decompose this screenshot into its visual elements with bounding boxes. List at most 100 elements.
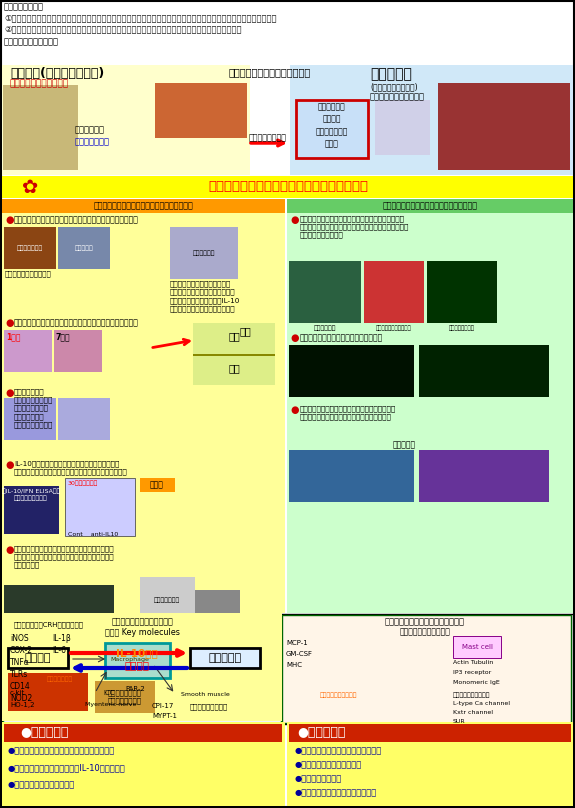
Text: ✿: ✿ (22, 178, 38, 196)
FancyBboxPatch shape (4, 724, 282, 742)
FancyBboxPatch shape (170, 227, 238, 279)
Text: c-kit: c-kit (10, 690, 25, 696)
Text: IL-6: IL-6 (52, 646, 66, 655)
Text: ●: ● (5, 545, 13, 555)
FancyBboxPatch shape (2, 176, 573, 198)
FancyBboxPatch shape (438, 83, 570, 170)
Text: Mast cell: Mast cell (462, 644, 493, 650)
FancyBboxPatch shape (65, 478, 135, 536)
FancyBboxPatch shape (289, 261, 361, 323)
FancyBboxPatch shape (58, 227, 110, 269)
Text: 腸のループ病変: 腸のループ病変 (17, 245, 43, 250)
Text: PAR-2: PAR-2 (125, 686, 145, 692)
Text: （菌侵入）: （菌侵入） (75, 245, 93, 250)
Text: MHC: MHC (286, 662, 302, 668)
Text: HO-1,2: HO-1,2 (10, 702, 34, 708)
FancyBboxPatch shape (289, 724, 571, 742)
Text: 粘膜に菌が侵入した腸壁: 粘膜に菌が侵入した腸壁 (5, 270, 52, 276)
FancyBboxPatch shape (190, 648, 260, 668)
Text: 臨床的共通点
慢性下痢
渇せ・体重減少
難治性: 臨床的共通点 慢性下痢 渇せ・体重減少 難治性 (316, 102, 348, 149)
FancyBboxPatch shape (289, 450, 414, 502)
Text: COX-2: COX-2 (10, 646, 33, 655)
Text: 筋層間神経叢: 筋層間神経叢 (314, 325, 336, 330)
Text: ●: ● (290, 405, 298, 415)
Text: ●消化管科学のレベルアップ: ●消化管科学のレベルアップ (295, 760, 362, 769)
Text: 筋層炎症において平滑筋に収縮基礎レベルで変化
が生じ、腸の運動機能を阻害することを解明！: 筋層炎症において平滑筋に収縮基礎レベルで変化 が生じ、腸の運動機能を阻害すること… (300, 405, 396, 420)
FancyBboxPatch shape (2, 199, 285, 213)
Text: ICC: ICC (104, 690, 115, 696)
Text: 陽性！: 陽性！ (150, 481, 164, 490)
Text: ●: ● (290, 215, 298, 225)
Text: 粘膜感染時に菌はどう侵入し、そこで何が起こるのかを解明: 粘膜感染時に菌はどう侵入し、そこで何が起こるのかを解明 (14, 215, 139, 224)
Text: ●ヨーネ病に対する新たな高感度診断法の発明: ●ヨーネ病に対する新たな高感度診断法の発明 (8, 746, 115, 755)
Text: （組織染色）: （組織染色） (193, 250, 215, 256)
FancyBboxPatch shape (282, 615, 571, 723)
Text: CD14: CD14 (10, 682, 30, 691)
Text: ●: ● (5, 460, 13, 470)
FancyBboxPatch shape (375, 100, 430, 155)
Text: Cont    anti-IL10: Cont anti-IL10 (68, 532, 118, 537)
Text: IP3 receptor: IP3 receptor (453, 670, 491, 675)
FancyBboxPatch shape (140, 577, 195, 622)
Text: 7日目: 7日目 (56, 332, 71, 341)
Text: 筋層常在マクロファージ: 筋層常在マクロファージ (376, 325, 412, 330)
Text: 収縮タンパク質の異常: 収縮タンパク質の異常 (319, 692, 356, 697)
Text: カハール介在細胞: カハール介在細胞 (449, 325, 475, 330)
Text: 腸の筋層に分布する常在型マクロファージ、その近傍
に位置するカハール介在細胞などの未解明細胞群の炎症
における機能を解明。: 腸の筋層に分布する常在型マクロファージ、その近傍 に位置するカハール介在細胞など… (300, 215, 409, 238)
Text: 創薬につながる基礎知見: 創薬につながる基礎知見 (400, 627, 450, 636)
FancyBboxPatch shape (290, 65, 573, 175)
Text: ウロコルチンとCRHの遺伝子検出: ウロコルチンとCRHの遺伝子検出 (14, 621, 84, 628)
FancyBboxPatch shape (453, 636, 501, 658)
Text: 遺伝子定量装置: 遺伝子定量装置 (154, 597, 180, 603)
FancyBboxPatch shape (140, 478, 175, 492)
FancyBboxPatch shape (2, 722, 285, 806)
FancyBboxPatch shape (105, 643, 170, 678)
Text: 正常な筋層: 正常な筋層 (392, 440, 416, 449)
Text: Smooth muscle: Smooth muscle (181, 692, 229, 696)
FancyBboxPatch shape (108, 642, 153, 677)
FancyBboxPatch shape (195, 590, 240, 620)
Text: 正反対！: 正反対！ (125, 660, 150, 670)
Text: 神経ペプチドウロコルチンの免疫抑制現象への関与
を明らかにし、ヨーネ病の新型の診断技術を開発！
（国際特許）: 神経ペプチドウロコルチンの免疫抑制現象への関与 を明らかにし、ヨーネ病の新型の診… (14, 545, 114, 568)
Text: 両疾患の関連性解明と疑わしい伝染病の征圧: 両疾患の関連性解明と疑わしい伝染病の征圧 (208, 180, 368, 193)
Text: ●畜産物の安全性評価の向上: ●畜産物の安全性評価の向上 (8, 780, 75, 789)
FancyBboxPatch shape (4, 227, 56, 269)
Text: TNFα: TNFα (10, 658, 30, 667)
FancyBboxPatch shape (250, 65, 290, 175)
FancyBboxPatch shape (4, 330, 52, 372)
FancyBboxPatch shape (4, 585, 114, 623)
Text: 粘膜: 粘膜 (228, 331, 240, 341)
Text: イオンチャネルの異常: イオンチャネルの異常 (453, 692, 490, 697)
FancyBboxPatch shape (3, 85, 78, 170)
Text: ●ヨーネ菌感染とクローン病のIL-10産生の差異: ●ヨーネ菌感染とクローン病のIL-10産生の差異 (8, 763, 126, 772)
FancyBboxPatch shape (419, 345, 549, 397)
Text: ヨーネ病(家畜法定伝染病): ヨーネ病(家畜法定伝染病) (10, 67, 104, 80)
Text: Myenteric nerve: Myenteric nerve (85, 702, 136, 707)
Text: 人の腸上皮細胞
のスフェロイド培養
にマクロファージ
はアポトーシス
（細胞死）を誘導。: 人の腸上皮細胞 のスフェロイド培養 にマクロファージ はアポトーシス （細胞死）… (14, 388, 53, 428)
Text: IL-1β: IL-1β (52, 634, 71, 643)
Text: 炎症性腸疾患の比較（問題点）: 炎症性腸疾患の比較（問題点） (229, 67, 311, 77)
Text: ヨーネ菌が腸の細胞に取り込ま
れるとマクロファージがすぐに食
べ、免疫抑制サイトカインIL-10
が持続的に作られることを証明。: ヨーネ菌が腸の細胞に取り込ま れるとマクロファージがすぐに食 べ、免疫抑制サイト… (170, 280, 240, 313)
Text: ●: ● (5, 388, 13, 398)
FancyBboxPatch shape (4, 486, 59, 534)
Text: クローン病: クローン病 (208, 653, 242, 663)
FancyBboxPatch shape (419, 450, 549, 502)
Text: 糞便遺伝子の解明
腸マイクロアレイ: 糞便遺伝子の解明 腸マイクロアレイ (108, 690, 142, 705)
Text: 黄便への排菌: 黄便への排菌 (75, 125, 105, 134)
Text: ●ヨーネ病の病理発生機構解明の進展: ●ヨーネ病の病理発生機構解明の進展 (295, 746, 382, 755)
FancyBboxPatch shape (287, 722, 573, 806)
Text: Actin Tubulin: Actin Tubulin (453, 660, 493, 665)
FancyBboxPatch shape (95, 686, 123, 700)
Text: Kxtr channel: Kxtr channel (453, 710, 493, 715)
Text: 30倍も高く変化: 30倍も高く変化 (68, 480, 98, 486)
FancyBboxPatch shape (287, 199, 573, 213)
Text: （家畜の炎症性腸疾患）: （家畜の炎症性腸疾患） (10, 79, 69, 88)
Text: （ヒトの炎症性腸疾患）: （ヒトの炎症性腸疾患） (370, 92, 425, 101)
Text: iNOS: iNOS (10, 634, 29, 643)
Text: IL-10産生: IL-10産生 (116, 648, 158, 658)
FancyBboxPatch shape (4, 398, 56, 440)
FancyBboxPatch shape (95, 681, 155, 713)
Text: ●学問的出口: ●学問的出口 (297, 726, 346, 739)
FancyBboxPatch shape (54, 330, 102, 372)
FancyBboxPatch shape (8, 648, 68, 668)
